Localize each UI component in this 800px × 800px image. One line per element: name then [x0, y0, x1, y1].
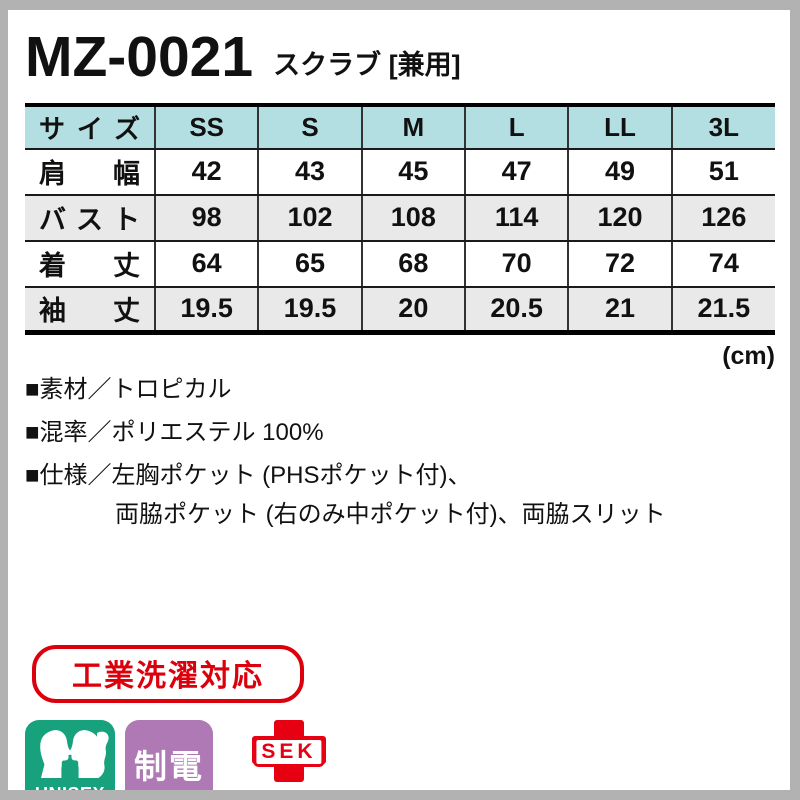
title-row: MZ-0021 スクラブ [兼用] — [25, 26, 775, 89]
product-details: ■素材／トロピカル ■混率／ポリエステル 100% ■仕様／左胸ポケット (PH… — [25, 376, 775, 529]
industrial-wash-badge: 工業洗濯対応 — [32, 645, 304, 704]
table-cell: 49 — [567, 148, 672, 196]
table-cell: 20 — [360, 286, 465, 333]
unisex-label: UNISEX — [34, 784, 106, 800]
row-label: 肩幅 — [25, 148, 155, 196]
product-sheet: MZ-0021 スクラブ [兼用] サイズ SS S M L LL 3L — [8, 10, 790, 800]
size-table-header-cell: L — [463, 104, 569, 150]
table-cell: 98 — [153, 194, 259, 242]
table-cell: 102 — [257, 194, 362, 242]
size-table-header-row: サイズ SS S M L LL 3L — [25, 104, 775, 150]
size-table-header-cell: サイズ — [25, 104, 155, 150]
size-table: サイズ SS S M L LL 3L 肩幅 42 43 45 47 49 5 — [25, 102, 775, 336]
antistatic-label: 制電 — [134, 748, 204, 786]
sek-cross-icon: SEK — [237, 720, 341, 783]
table-cell: 21 — [567, 286, 672, 333]
unisex-icon: UNISEX — [25, 720, 115, 800]
row-label: 袖丈 — [25, 286, 155, 333]
size-table-header-cell: LL — [567, 104, 672, 150]
certification-icons: UNISEX 制電 SEK 制菌加工 — [25, 720, 775, 800]
row-label: 着丈 — [25, 240, 155, 288]
table-cell: 43 — [257, 148, 362, 196]
size-table-header-cell: S — [257, 104, 362, 150]
size-table-header-cell: M — [360, 104, 465, 150]
material-line: ■素材／トロピカル — [25, 376, 232, 404]
sek-mark: SEK 制菌加工 — [237, 720, 341, 790]
table-row-shoulder-width: 肩幅 42 43 45 47 49 51 — [25, 148, 775, 196]
table-cell: 120 — [567, 194, 672, 242]
table-row-bust: バスト 98 102 108 114 120 126 — [25, 194, 775, 242]
sek-caption: 制菌加工 — [237, 789, 341, 790]
table-cell: 47 — [463, 148, 569, 196]
table-cell: 19.5 — [257, 286, 362, 333]
table-cell: 20.5 — [463, 286, 569, 333]
features-line-1: ■仕様／左胸ポケット (PHSポケット付)、 — [25, 461, 472, 489]
table-row-body-length: 着丈 64 65 68 70 72 74 — [25, 240, 775, 288]
sek-label: SEK — [253, 737, 325, 768]
table-cell: 68 — [360, 240, 465, 288]
table-cell: 74 — [670, 240, 775, 288]
size-table-header-cell: SS — [153, 104, 259, 150]
product-model: MZ-0021 — [25, 25, 254, 89]
table-cell: 108 — [360, 194, 465, 242]
table-row-sleeve-length: 袖丈 19.5 19.5 20 20.5 21 21.5 — [25, 286, 775, 333]
features-line-2: 両脇ポケット (右のみ中ポケット付)、両脇スリット — [115, 500, 666, 528]
size-table-header-cell: 3L — [670, 104, 775, 150]
table-cell: 21.5 — [670, 286, 775, 333]
table-cell: 72 — [567, 240, 672, 288]
product-category: スクラブ [兼用] — [273, 49, 461, 80]
table-cell: 70 — [463, 240, 569, 288]
table-cell: 114 — [463, 194, 569, 242]
composition-line: ■混率／ポリエステル 100% — [25, 418, 324, 446]
table-cell: 126 — [670, 194, 775, 242]
unit-note: (cm) — [722, 342, 775, 371]
antistatic-icon: 制電 — [125, 720, 213, 790]
table-cell: 42 — [153, 148, 259, 196]
row-label: バスト — [25, 194, 155, 242]
table-cell: 65 — [257, 240, 362, 288]
unisex-faces-icon — [40, 730, 109, 779]
table-cell: 19.5 — [153, 286, 259, 333]
table-cell: 51 — [670, 148, 775, 196]
table-cell: 64 — [153, 240, 259, 288]
table-cell: 45 — [360, 148, 465, 196]
